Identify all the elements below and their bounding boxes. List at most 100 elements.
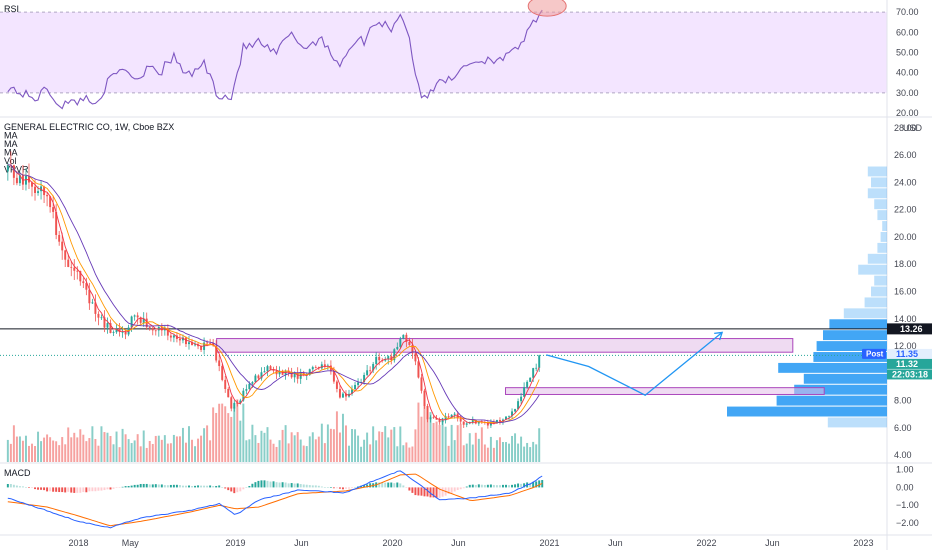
volume-bar: [462, 445, 465, 462]
volume-bar: [468, 433, 471, 462]
macd-histogram-bar: [254, 482, 257, 488]
candle-body: [139, 317, 142, 323]
candle-body: [64, 250, 67, 260]
price-tick-label: 4.00: [894, 450, 912, 460]
volume-bar: [474, 432, 477, 462]
volume-bar: [18, 436, 21, 462]
candle-body: [97, 313, 100, 318]
candle-body: [332, 371, 335, 382]
volume-bar: [302, 445, 305, 462]
candle-body: [498, 420, 501, 422]
candle-body: [40, 186, 43, 192]
macd-histogram-bar: [492, 484, 495, 488]
countdown-label: 22:03:18: [892, 369, 928, 379]
volume-bar: [284, 425, 287, 462]
macd-histogram-bar: [46, 487, 49, 492]
macd-histogram-bar: [284, 482, 287, 488]
macd-histogram-bar: [151, 484, 154, 488]
macd-histogram-bar: [450, 487, 453, 493]
macd-histogram-bar: [402, 485, 405, 488]
volume-bar: [52, 440, 55, 462]
candle-body: [31, 182, 33, 187]
macd-axis: 1.00 0.00 −1.00 −2.00: [896, 465, 919, 529]
macd-histogram-bar: [341, 487, 344, 490]
candle-body: [296, 372, 299, 379]
macd-histogram-bar: [154, 484, 157, 488]
volume-bar: [378, 431, 381, 462]
volume-bar: [175, 436, 178, 462]
macd-histogram-bar: [381, 482, 384, 488]
volume-bar: [64, 444, 67, 462]
time-tick-label: 2023: [853, 538, 873, 548]
volume-bar: [76, 437, 79, 462]
volume-bar: [498, 437, 501, 462]
price-tick-label: 12.00: [894, 341, 917, 351]
price-tick-label: 6.00: [894, 423, 912, 433]
candle-body: [263, 371, 266, 373]
volume-bar: [450, 424, 453, 462]
volume-bar: [423, 402, 426, 462]
macd-histogram-bar: [52, 487, 55, 492]
macd-histogram-bar: [121, 486, 124, 488]
candle-body: [260, 372, 263, 379]
volume-bar: [402, 445, 405, 462]
rsi-tick-label: 70.00: [896, 7, 919, 17]
macd-histogram-bar: [76, 487, 79, 493]
macd-histogram-bar: [363, 485, 366, 488]
macd-histogram-bar: [517, 483, 520, 488]
macd-histogram-bar: [109, 487, 112, 490]
macd-histogram-bar: [390, 482, 393, 488]
macd-histogram-bar: [384, 482, 387, 488]
candle-body: [133, 315, 136, 317]
volume-bar: [145, 447, 148, 462]
volume-bars: [6, 399, 541, 462]
macd-histogram-bar: [88, 487, 91, 492]
volume-bar: [447, 445, 450, 462]
volume-profile-bar: [877, 210, 887, 221]
macd-histogram-bar: [323, 487, 326, 488]
candle-body: [366, 370, 369, 375]
volume-bar: [278, 440, 281, 462]
volume-bar: [9, 443, 12, 462]
volume-bar: [492, 447, 495, 462]
zone-lower-zone: [505, 387, 825, 395]
macd-histogram-bar: [456, 487, 459, 490]
candle-body: [423, 390, 426, 407]
candle-body: [341, 393, 344, 398]
candle-body: [387, 356, 390, 360]
macd-histogram-bar: [106, 487, 109, 490]
candle-body: [239, 400, 242, 404]
volume-bar: [191, 439, 193, 462]
time-tick-label: Jun: [608, 538, 623, 548]
macd-histogram-bar: [73, 487, 76, 493]
macd-histogram-bar: [172, 484, 175, 488]
macd-histogram-bar: [329, 487, 332, 488]
volume-bar: [154, 435, 157, 462]
macd-histogram-bar: [483, 484, 486, 488]
volume-bar: [486, 447, 489, 462]
macd-histogram-bar: [67, 487, 70, 492]
rsi-axis: 70.00 60.00 50.00 40.00 30.00 20.00: [896, 7, 919, 118]
candle-body: [76, 270, 79, 272]
time-tick-label: May: [122, 538, 140, 548]
volume-bar: [426, 416, 429, 462]
volume-bar: [15, 436, 18, 462]
macd-histogram-bar: [498, 485, 501, 488]
volume-bar: [293, 435, 296, 462]
volume-profile-bar: [823, 330, 887, 341]
candle-body: [299, 372, 302, 379]
macd-histogram-bar: [40, 487, 43, 490]
volume-bar: [414, 429, 417, 462]
legend-item: Vol: [4, 156, 17, 166]
macd-histogram-bar: [197, 485, 200, 488]
volume-profile-bar: [816, 341, 887, 352]
volume-bar: [151, 443, 154, 462]
macd-histogram-bar: [345, 487, 347, 489]
candle-body: [465, 423, 468, 425]
volume-bar: [254, 435, 257, 462]
macd-histogram-bar: [532, 481, 535, 488]
candle-body: [55, 211, 58, 235]
volume-bar: [224, 406, 227, 462]
macd-histogram-bar: [79, 487, 82, 493]
macd-histogram-bar: [486, 484, 489, 488]
